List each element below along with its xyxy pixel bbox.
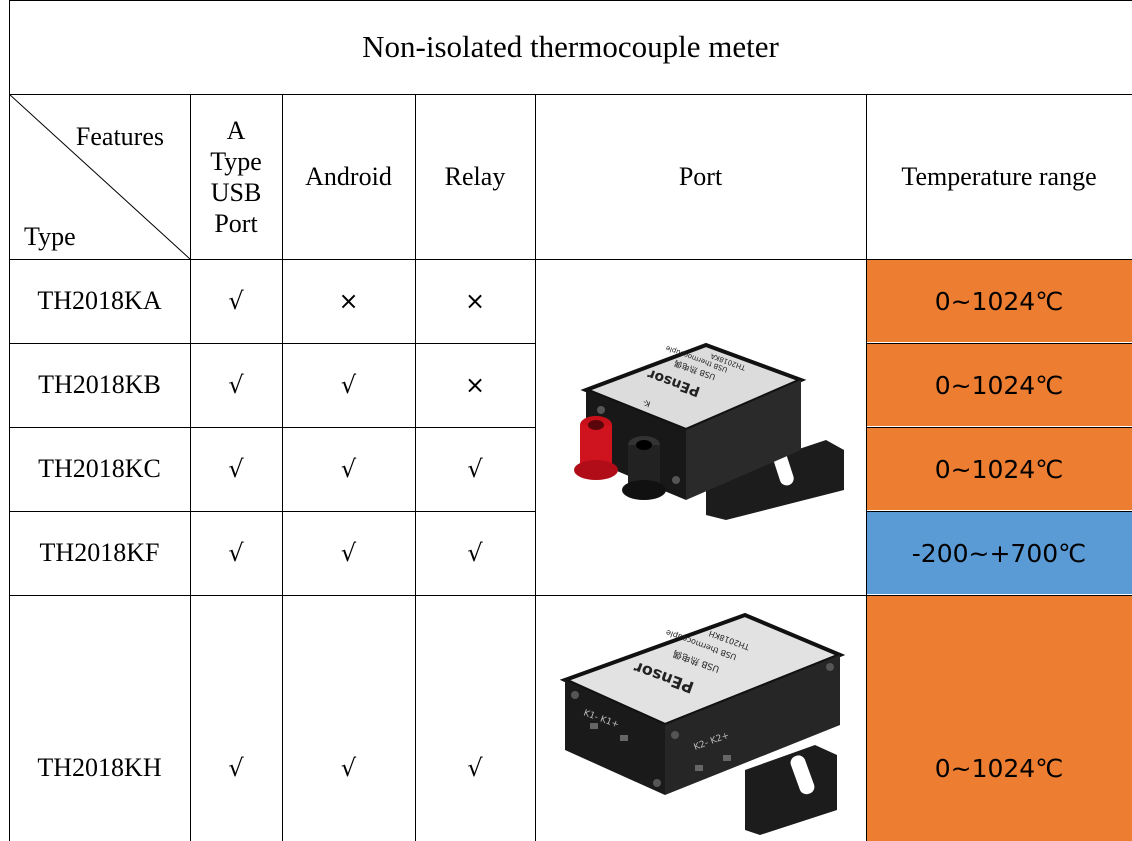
temp-cell-orange-2	[866, 343, 1132, 426]
border-row2	[9, 427, 535, 428]
border-row1	[9, 343, 535, 344]
border-title-bottom	[9, 94, 1132, 95]
border-row1-r	[866, 343, 1132, 344]
border-col5	[866, 94, 867, 841]
row3-relay: √	[467, 455, 483, 483]
row4-android: √	[340, 539, 357, 567]
row1-type: TH2018KA	[37, 286, 162, 315]
border-row3-r	[866, 511, 1132, 512]
border-left	[9, 0, 10, 841]
row3-android: √	[340, 455, 357, 483]
header-relay: Relay	[444, 161, 506, 191]
row4-type: TH2018KF	[39, 538, 160, 567]
border-header-bottom	[9, 259, 1132, 260]
header-features-label: Features	[75, 122, 164, 151]
temp-cell-orange-1	[866, 259, 1132, 342]
row3-usb: √	[228, 455, 244, 483]
border-col1	[190, 94, 191, 841]
row5-relay: √	[467, 754, 483, 782]
row4-relay: √	[467, 539, 483, 567]
row4-temp: -200~+700℃	[911, 538, 1087, 568]
row3-temp: 0~1024℃	[934, 454, 1064, 484]
row4-usb: √	[228, 539, 244, 567]
border-col4	[535, 94, 536, 841]
row5-android: √	[340, 754, 357, 782]
row2-type: TH2018KB	[38, 370, 161, 399]
row5-usb: √	[228, 754, 244, 782]
table-title: Non-isolated thermocouple meter	[362, 29, 779, 64]
device1-terminal: K-	[642, 398, 652, 409]
row2-android: √	[340, 371, 357, 399]
row2-relay: ×	[464, 371, 486, 399]
row3-type: TH2018KC	[38, 454, 161, 483]
header-temperature-range: Temperature range	[901, 161, 1097, 191]
row5-temp: 0~1024℃	[934, 753, 1064, 783]
device-image-single-channel: PEnsor USB 热电偶 USB thermocouple TH2018KA…	[574, 342, 844, 520]
header-usb-port: A Type USB Port	[210, 115, 262, 238]
border-row3	[9, 511, 535, 512]
header-diagonal-line	[9, 94, 190, 259]
temp-cell-blue-4	[866, 511, 1132, 594]
border-col2	[282, 94, 283, 841]
row2-temp: 0~1024℃	[934, 370, 1064, 400]
temp-cell-orange-3	[866, 427, 1132, 510]
row5-type: TH2018KH	[37, 753, 162, 782]
header-type-label: Type	[24, 222, 76, 251]
row1-temp: 0~1024℃	[934, 286, 1064, 316]
header-port: Port	[678, 161, 723, 191]
row2-usb: √	[228, 371, 244, 399]
temp-cell-orange-5	[866, 595, 1132, 841]
border-row4	[9, 595, 1132, 596]
border-col3	[415, 94, 416, 841]
border-row2-r	[866, 427, 1132, 428]
row1-usb: √	[228, 287, 244, 315]
row1-relay: ×	[464, 287, 486, 315]
header-android: Android	[305, 161, 392, 191]
device-image-dual-channel: PEnsor USB 热电偶 USB thermocouple TH2018KH…	[559, 612, 846, 835]
border-top	[9, 0, 1132, 1]
row1-android: ×	[338, 287, 359, 315]
